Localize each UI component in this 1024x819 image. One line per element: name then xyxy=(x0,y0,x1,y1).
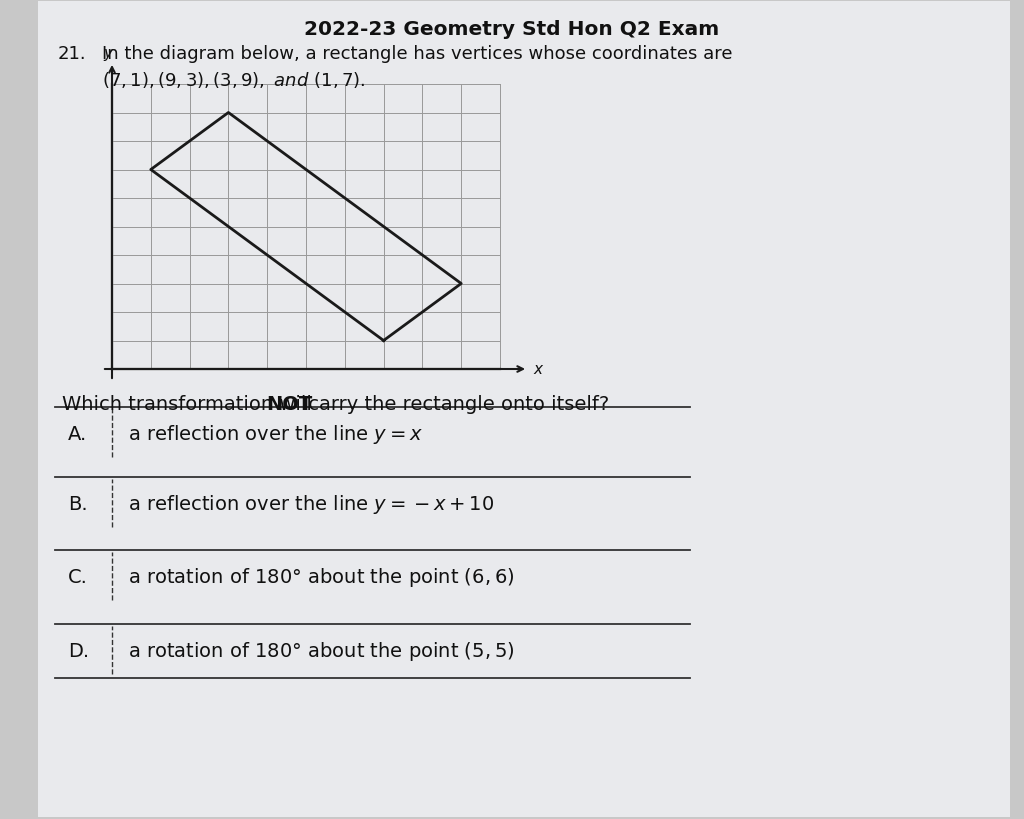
Text: NOT: NOT xyxy=(266,395,312,414)
Text: In the diagram below, a rectangle has vertices whose coordinates are: In the diagram below, a rectangle has ve… xyxy=(102,45,732,63)
Text: B.: B. xyxy=(68,495,88,514)
Text: x: x xyxy=(534,362,542,377)
Text: a reflection over the line $y = x$: a reflection over the line $y = x$ xyxy=(128,423,423,446)
Text: 21.: 21. xyxy=(58,45,87,63)
Text: a rotation of 180° about the point $(5, 5)$: a rotation of 180° about the point $(5, … xyxy=(128,640,514,663)
Text: C.: C. xyxy=(68,568,88,586)
Text: a reflection over the line $y = −x + 10$: a reflection over the line $y = −x + 10$ xyxy=(128,493,495,516)
Text: A.: A. xyxy=(68,425,87,444)
Text: Which transformation will: Which transformation will xyxy=(62,395,318,414)
Text: carry the rectangle onto itself?: carry the rectangle onto itself? xyxy=(302,395,609,414)
Polygon shape xyxy=(38,2,1010,817)
Text: D.: D. xyxy=(68,642,89,661)
Text: y: y xyxy=(103,46,113,61)
Text: a rotation of 180° about the point $(6, 6)$: a rotation of 180° about the point $(6, … xyxy=(128,566,514,589)
Text: 2022-23 Geometry Std Hon Q2 Exam: 2022-23 Geometry Std Hon Q2 Exam xyxy=(304,20,720,39)
Text: $(7, 1), (9, 3), (3, 9),$ $\it{and}$ $(1, 7).$: $(7, 1), (9, 3), (3, 9),$ $\it{and}$ $(1… xyxy=(102,70,366,90)
